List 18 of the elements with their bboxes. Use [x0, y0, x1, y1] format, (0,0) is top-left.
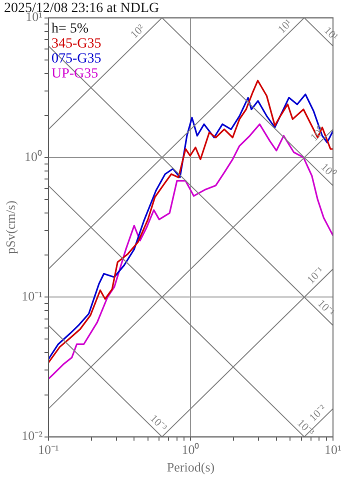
y-tick-label: 10⁻²	[22, 428, 43, 444]
text: UP-G35	[51, 66, 98, 82]
x-tick-label: 10¹	[324, 442, 342, 458]
x-axis-title: Period(s)	[166, 460, 215, 475]
x-tick-label: 10⁻¹	[38, 442, 60, 458]
y-tick-label: 10⁰	[24, 148, 42, 164]
text: 075-G35	[51, 51, 102, 66]
annotation: 10⁻²	[307, 402, 330, 424]
annotation: 10⁻¹	[305, 264, 326, 286]
x-tick-label: 10⁰	[182, 442, 200, 458]
annotation: 10⁰	[308, 124, 328, 144]
y-tick-label: 10⁻¹	[22, 288, 43, 304]
text: 345-G35	[51, 36, 102, 52]
annotation: 10¹	[276, 17, 294, 36]
annotation: 10⁻³	[148, 412, 170, 434]
legend-title: h= 5%	[51, 21, 89, 36]
annotation: 10²	[128, 22, 148, 41]
y-axis-title: pSv(cm/s)	[3, 200, 18, 254]
